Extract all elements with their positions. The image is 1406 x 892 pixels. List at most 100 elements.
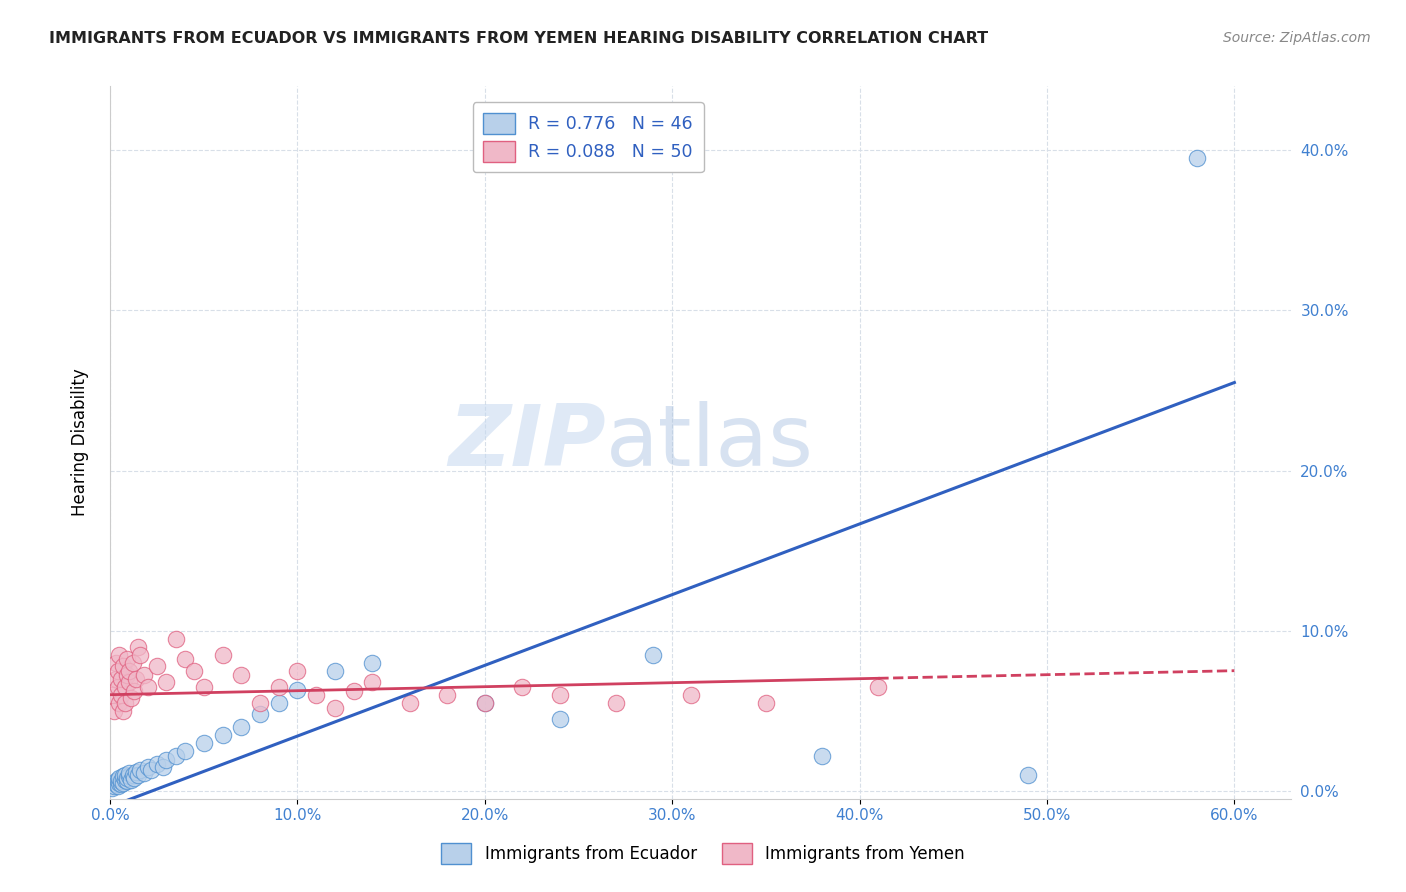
Point: [129, 648, 152, 662]
Point: [121, 656, 143, 670]
Point: [305, 688, 328, 702]
Point: [249, 706, 271, 721]
Point: [474, 696, 496, 710]
Point: [125, 672, 148, 686]
Point: [104, 774, 127, 789]
Point: [287, 664, 309, 678]
Point: [110, 672, 132, 686]
Point: [104, 777, 127, 791]
Point: [755, 696, 778, 710]
Point: [108, 771, 131, 785]
Point: [118, 674, 141, 689]
Point: [183, 664, 205, 678]
Point: [249, 696, 271, 710]
Point: [868, 680, 890, 694]
Point: [474, 696, 496, 710]
Point: [112, 659, 135, 673]
Point: [107, 680, 129, 694]
Point: [548, 688, 571, 702]
Point: [132, 668, 155, 682]
Point: [112, 769, 135, 783]
Point: [141, 763, 163, 777]
Point: [643, 648, 665, 662]
Legend: R = 0.776   N = 46, R = 0.088   N = 50: R = 0.776 N = 46, R = 0.088 N = 50: [472, 103, 703, 172]
Point: [107, 772, 129, 787]
Point: [103, 779, 125, 793]
Point: [132, 766, 155, 780]
Point: [114, 696, 136, 710]
Point: [152, 760, 174, 774]
Point: [1185, 152, 1208, 166]
Point: [679, 688, 702, 702]
Point: [110, 777, 132, 791]
Point: [104, 672, 127, 686]
Point: [115, 668, 138, 682]
Point: [115, 774, 138, 789]
Point: [267, 696, 290, 710]
Point: [107, 664, 129, 678]
Point: [118, 766, 141, 780]
Point: [136, 760, 159, 774]
Point: [165, 748, 187, 763]
Point: [287, 682, 309, 697]
Point: [136, 680, 159, 694]
Point: [174, 744, 197, 758]
Point: [103, 704, 125, 718]
Point: [811, 748, 834, 763]
Point: [1017, 768, 1039, 782]
Point: [361, 656, 384, 670]
Point: [211, 648, 233, 662]
Point: [231, 668, 253, 682]
Point: [510, 680, 533, 694]
Point: [127, 640, 149, 654]
Text: IMMIGRANTS FROM ECUADOR VS IMMIGRANTS FROM YEMEN HEARING DISABILITY CORRELATION : IMMIGRANTS FROM ECUADOR VS IMMIGRANTS FR…: [49, 31, 988, 46]
Point: [605, 696, 627, 710]
Point: [108, 696, 131, 710]
Text: ZIP: ZIP: [449, 401, 606, 484]
Point: [127, 768, 149, 782]
Point: [146, 659, 169, 673]
Point: [107, 779, 129, 793]
Point: [193, 680, 215, 694]
Point: [174, 652, 197, 666]
Point: [101, 688, 124, 702]
Point: [112, 704, 135, 718]
Point: [211, 728, 233, 742]
Point: [120, 772, 142, 787]
Point: [361, 674, 384, 689]
Point: [114, 772, 136, 787]
Point: [399, 696, 422, 710]
Point: [112, 776, 135, 790]
Point: [155, 753, 177, 767]
Point: [115, 771, 138, 785]
Point: [323, 664, 346, 678]
Text: atlas: atlas: [606, 401, 814, 484]
Point: [436, 688, 458, 702]
Point: [101, 780, 124, 795]
Point: [104, 656, 127, 670]
Text: Source: ZipAtlas.com: Source: ZipAtlas.com: [1223, 31, 1371, 45]
Point: [110, 688, 132, 702]
Point: [323, 700, 346, 714]
Point: [343, 684, 366, 698]
Point: [165, 632, 187, 646]
Point: [118, 664, 141, 678]
Point: [114, 680, 136, 694]
Point: [125, 764, 148, 779]
Point: [193, 736, 215, 750]
Point: [120, 690, 142, 705]
Y-axis label: Hearing Disability: Hearing Disability: [72, 368, 89, 516]
Point: [124, 771, 146, 785]
Point: [115, 652, 138, 666]
Point: [121, 768, 143, 782]
Point: [118, 769, 141, 783]
Point: [129, 763, 152, 777]
Point: [108, 648, 131, 662]
Point: [155, 674, 177, 689]
Point: [548, 712, 571, 726]
Point: [114, 768, 136, 782]
Point: [124, 684, 146, 698]
Legend: Immigrants from Ecuador, Immigrants from Yemen: Immigrants from Ecuador, Immigrants from…: [434, 837, 972, 871]
Point: [108, 776, 131, 790]
Point: [267, 680, 290, 694]
